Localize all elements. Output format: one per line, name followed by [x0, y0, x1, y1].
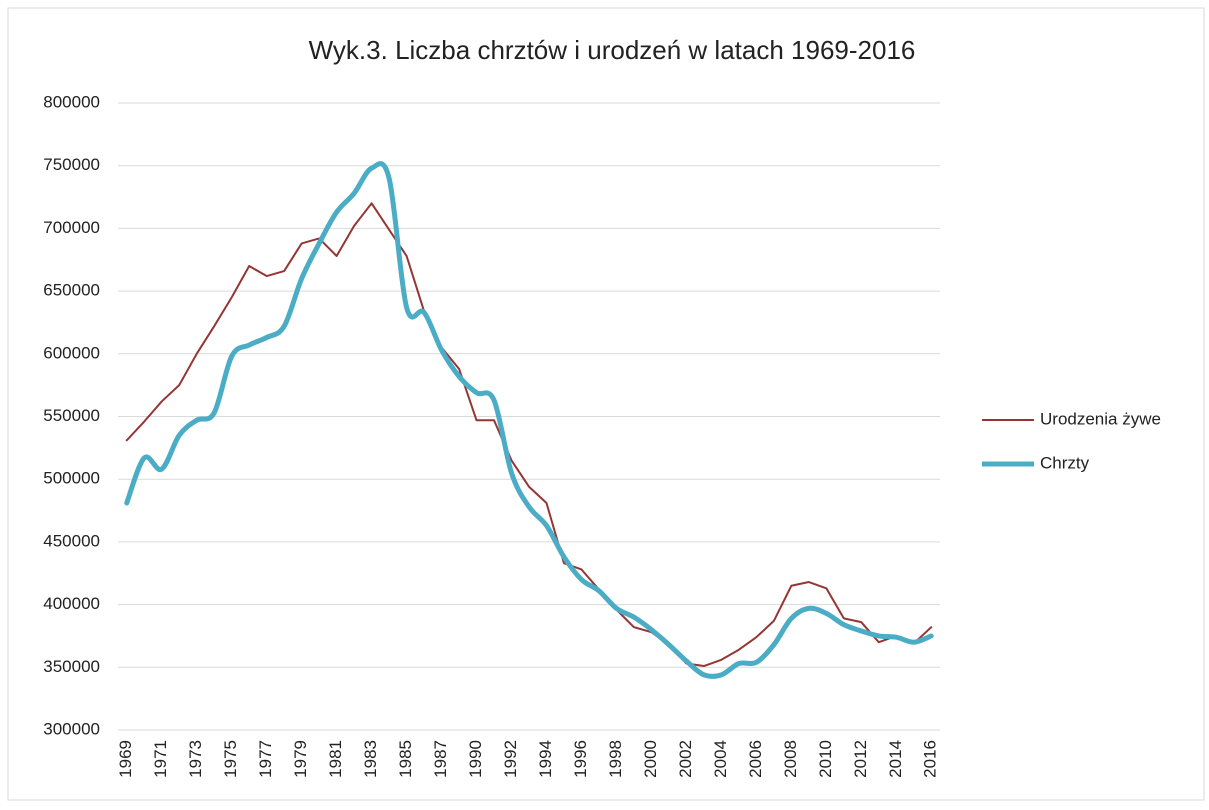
x-tick-label: 1985: [396, 740, 415, 778]
y-tick-label: 650000: [43, 281, 100, 300]
x-tick-label: 1992: [501, 740, 520, 778]
y-tick-label: 800000: [43, 92, 100, 111]
x-tick-label: 2008: [781, 740, 800, 778]
y-tick-label: 450000: [43, 531, 100, 550]
x-tick-label: 1990: [466, 740, 485, 778]
y-tick-label: 700000: [43, 218, 100, 237]
x-tick-label: 1983: [361, 740, 380, 778]
x-tick-label: 2016: [921, 740, 940, 778]
y-tick-label: 400000: [43, 594, 100, 613]
x-tick-label: 2000: [641, 740, 660, 778]
y-tick-label: 500000: [43, 469, 100, 488]
line-series: [125, 202, 933, 668]
x-tick-label: 1977: [256, 740, 275, 778]
x-tick-label: 1996: [571, 740, 590, 778]
x-tick-label: 1973: [186, 740, 205, 778]
x-tick-label: 2014: [886, 740, 905, 778]
chart-frame: [7, 7, 1205, 801]
x-tick-label: 1975: [221, 740, 240, 778]
y-tick-label: 350000: [43, 657, 100, 676]
x-tick-label: 1994: [536, 740, 555, 778]
line-series: [124, 161, 934, 679]
x-tick-label: 1969: [116, 740, 135, 778]
y-tick-label: 550000: [43, 406, 100, 425]
x-tick-label: 2012: [851, 740, 870, 778]
x-tick-label: 1979: [291, 740, 310, 778]
y-tick-label: 600000: [43, 343, 100, 362]
y-tick-label: 750000: [43, 155, 100, 174]
legend-label: Urodzenia żywe: [1040, 409, 1161, 428]
x-tick-label: 1998: [606, 740, 625, 778]
x-tick-label: 2006: [746, 740, 765, 778]
chart-title: Wyk.3. Liczba chrztów i urodzeń w latach…: [309, 35, 916, 65]
legend-label: Chrzty: [1040, 453, 1090, 472]
x-tick-label: 1981: [326, 740, 345, 778]
y-tick-label: 300000: [43, 719, 100, 738]
x-tick-label: 1971: [151, 740, 170, 778]
x-tick-label: 2004: [711, 740, 730, 778]
x-tick-label: 2010: [816, 740, 835, 778]
x-tick-label: 2002: [676, 740, 695, 778]
x-tick-label: 1987: [431, 740, 450, 778]
